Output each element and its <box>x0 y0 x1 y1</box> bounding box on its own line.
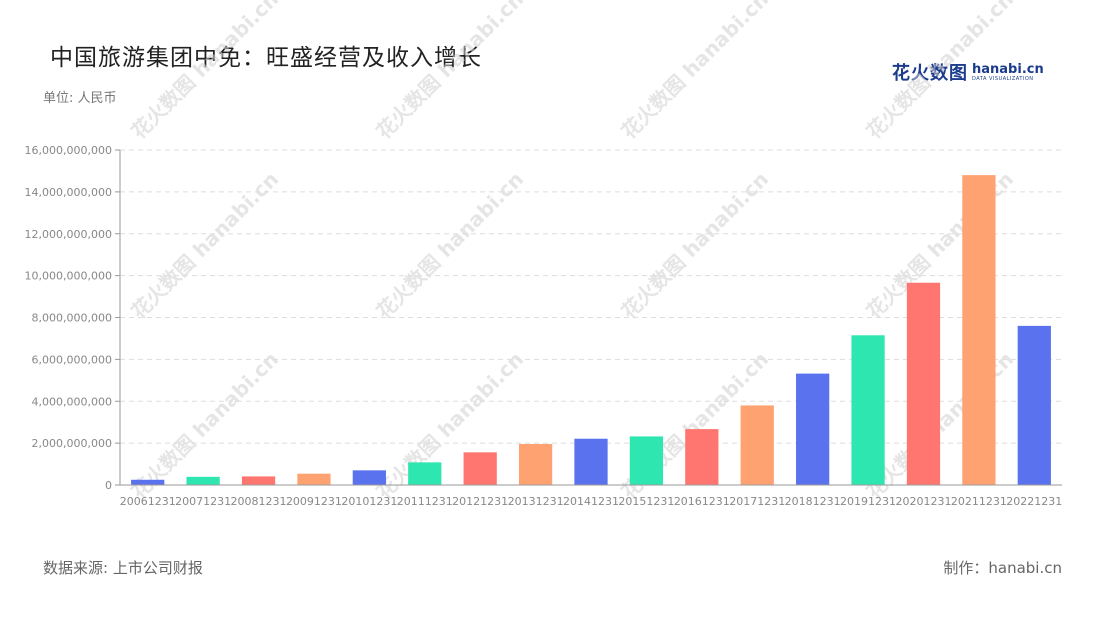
logo-cn-text: 花火数图 <box>892 63 968 84</box>
x-tick-label: 20161231 <box>674 495 730 508</box>
x-tick-label: 20151231 <box>618 495 674 508</box>
watermark-text: 花火数图 hanabi.cn <box>617 167 773 323</box>
bar-20101231 <box>352 470 386 485</box>
x-tick-label: 20201231 <box>895 495 951 508</box>
watermark-text: 花火数图 hanabi.cn <box>372 347 528 503</box>
bar-20151231 <box>629 436 664 485</box>
x-tick-label: 20071231 <box>175 495 231 508</box>
x-tick-label: 20131231 <box>508 495 564 508</box>
bar-20161231 <box>685 429 719 485</box>
y-tick-label: 6,000,000,000 <box>32 353 112 366</box>
x-tick-label: 20061231 <box>120 495 176 508</box>
watermark-text: 花火数图 hanabi.cn <box>127 167 283 323</box>
x-tick-label: 20181231 <box>785 495 841 508</box>
y-tick-label: 16,000,000,000 <box>25 144 112 157</box>
chart-title: 中国旅游集团中免：旺盛经营及收入增长 <box>50 45 482 71</box>
bar-20221231 <box>1017 325 1051 485</box>
bar-20191231 <box>851 335 885 485</box>
bar-20171231 <box>740 405 774 485</box>
watermark-text: 花火数图 hanabi.cn <box>372 0 528 144</box>
y-tick-label: 8,000,000,000 <box>32 312 112 325</box>
credit: 制作：hanabi.cn <box>943 559 1062 577</box>
y-tick-label: 14,000,000,000 <box>25 186 112 199</box>
y-tick-label: 12,000,000,000 <box>25 228 112 241</box>
watermark-text: 花火数图 hanabi.cn <box>617 0 773 144</box>
bar-20081231 <box>241 476 276 485</box>
logo-sub-text: DATA VISUALIZATION <box>972 75 1034 82</box>
bars <box>131 175 1051 485</box>
x-tick-label: 20121231 <box>452 495 508 508</box>
unit-label: 单位: 人民币 <box>43 91 117 106</box>
bar-20091231 <box>297 473 331 485</box>
bar-20211231 <box>962 175 996 485</box>
brand-logo: 花火数图 hanabi.cn DATA VISUALIZATION <box>892 58 1044 86</box>
bar-20061231 <box>131 479 165 485</box>
bar-20111231 <box>408 462 442 485</box>
watermark-text: 花火数图 hanabi.cn <box>127 0 283 144</box>
x-tick-label: 20221231 <box>1006 495 1062 508</box>
y-tick-label: 0 <box>105 479 112 492</box>
bar-20141231 <box>574 438 608 485</box>
x-tick-label: 20171231 <box>729 495 785 508</box>
bar-20071231 <box>186 476 220 485</box>
x-tick-label: 20191231 <box>840 495 896 508</box>
logo-en-text: hanabi.cn <box>972 61 1044 77</box>
x-tick-label: 20091231 <box>286 495 342 508</box>
x-axis: 20061231 20071231 20081231 20091231 20101231… <box>120 484 1062 508</box>
y-tick-label: 4,000,000,000 <box>32 395 112 408</box>
bar-20181231 <box>796 373 830 485</box>
x-tick-label: 20111231 <box>397 495 453 508</box>
bar-20131231 <box>518 443 553 485</box>
x-tick-label: 20101231 <box>341 495 397 508</box>
data-source: 数据来源: 上市公司财报 <box>43 559 203 577</box>
x-tick-label: 20211231 <box>951 495 1007 508</box>
x-tick-label: 20081231 <box>231 495 287 508</box>
bar-20121231 <box>463 452 497 485</box>
bar-20201231 <box>906 282 941 485</box>
y-axis: 0 2,000,000,000 4,000,000,000 6,000,000,000… <box>25 144 121 492</box>
watermark-text: 花火数图 hanabi.cn <box>372 167 528 323</box>
y-tick-label: 2,000,000,000 <box>32 437 112 450</box>
watermark-text: 花火数图 hanabi.cn <box>862 0 1018 144</box>
y-tick-label: 10,000,000,000 <box>25 270 112 283</box>
x-tick-label: 20141231 <box>563 495 619 508</box>
